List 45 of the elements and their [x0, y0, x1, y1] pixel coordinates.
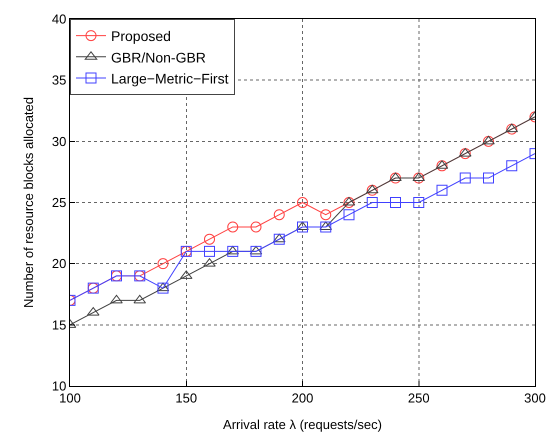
point [274, 234, 285, 245]
y-tick-label: 30 [52, 134, 66, 149]
point [506, 160, 518, 172]
x-axis-title: Arrival rate λ (requests/sec) [223, 417, 382, 432]
point [413, 172, 424, 184]
point [274, 209, 285, 220]
point [158, 258, 168, 270]
y-tick-label: 35 [52, 72, 66, 88]
y-tick-label: 20 [52, 256, 66, 272]
point [297, 221, 308, 232]
point [483, 172, 494, 184]
point [436, 184, 448, 196]
x-tick-label: 150 [175, 390, 198, 406]
point [344, 197, 354, 208]
point [344, 209, 354, 220]
point [483, 136, 494, 147]
point [366, 197, 378, 208]
legend-label: Proposed [111, 28, 171, 44]
x-tick-label: 300 [524, 390, 546, 406]
point [320, 221, 332, 232]
point [460, 172, 471, 184]
point [227, 221, 238, 232]
y-tick-label: 15 [52, 317, 66, 332]
point [250, 221, 262, 232]
y-tick-label: 25 [52, 195, 66, 210]
point [227, 246, 238, 257]
point [297, 197, 308, 208]
point [436, 160, 448, 172]
point [390, 172, 401, 184]
legend-label: Large−Metric−First [111, 70, 229, 86]
x-tick-label: 250 [408, 390, 430, 406]
legend-label: GBR/Non-GBR [111, 49, 206, 66]
point [460, 148, 471, 160]
y-axis-title: Number of resource blocks allocated [20, 97, 36, 308]
point [320, 209, 332, 220]
point [250, 246, 262, 257]
point [506, 124, 518, 135]
point [158, 282, 168, 294]
point [366, 184, 378, 196]
point [204, 246, 215, 257]
x-tick-label: 200 [292, 390, 314, 406]
y-tick-label: 40 [52, 12, 66, 27]
point [413, 197, 424, 208]
point [204, 234, 215, 245]
point [390, 197, 401, 208]
